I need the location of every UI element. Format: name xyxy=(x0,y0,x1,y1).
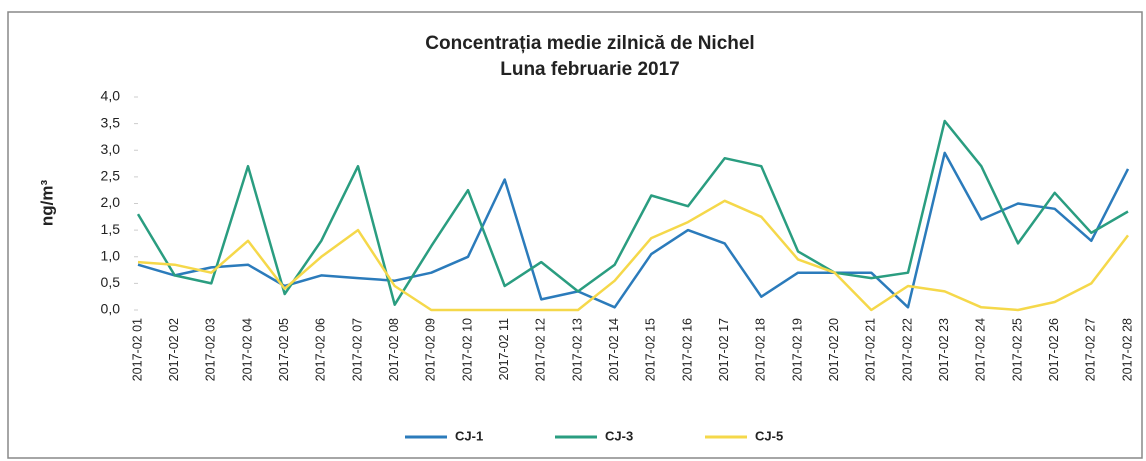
legend-label: CJ-1 xyxy=(455,428,483,443)
y-tick-label: 2,0 xyxy=(101,194,121,210)
x-tick-label: 2017-02 28 xyxy=(1120,318,1134,381)
x-tick-label: 2017-02 04 xyxy=(240,318,254,381)
x-tick-label: 2017-02 22 xyxy=(900,318,914,381)
x-tick-label: 2017-02 05 xyxy=(277,318,291,381)
x-tick-label: 2017-02 16 xyxy=(680,318,694,381)
x-tick-label: 2017-02 03 xyxy=(204,318,218,381)
chart-title: Concentrația medie zilnică de Nichel xyxy=(425,33,754,54)
x-tick-label: 2017-02 02 xyxy=(167,318,181,381)
x-tick-label: 2017-02 27 xyxy=(1084,318,1098,381)
x-tick-label: 2017-02 13 xyxy=(570,318,584,381)
y-tick-label: 3,0 xyxy=(101,141,121,157)
x-tick-label: 2017-02 07 xyxy=(350,318,364,381)
x-tick-label: 2017-02 11 xyxy=(497,318,511,380)
line-series xyxy=(137,151,1130,309)
y-axis-label: ng/m³ xyxy=(37,180,56,227)
x-tick-label: 2017-02 09 xyxy=(424,318,438,381)
x-tick-label: 2017-02 15 xyxy=(644,318,658,381)
x-tick-label: 2017-02 18 xyxy=(754,318,768,381)
y-tick-label: 1,0 xyxy=(101,247,121,263)
x-tick-label: 2017-02 17 xyxy=(717,318,731,381)
x-tick-label: 2017-02 23 xyxy=(937,318,951,381)
x-tick-label: 2017-02 24 xyxy=(974,318,988,381)
x-tick-label: 2017-02 06 xyxy=(314,318,328,381)
y-tick-label: 3,5 xyxy=(101,114,121,130)
x-tick-label: 2017-02 26 xyxy=(1047,318,1061,381)
y-tick-label: 0,5 xyxy=(101,274,121,290)
x-tick-label: 2017-02 25 xyxy=(1010,318,1024,381)
y-tick-label: 4,0 xyxy=(101,88,121,104)
x-tick-label: 2017-02 12 xyxy=(534,318,548,381)
chart-frame xyxy=(7,11,1143,459)
x-tick-label: 2017-02 14 xyxy=(607,318,621,381)
line-series xyxy=(137,199,1129,312)
y-tick-label: 1,5 xyxy=(101,221,121,237)
y-tick-label: 0,0 xyxy=(101,301,121,317)
x-tick-label: 2017-02 10 xyxy=(460,318,474,381)
x-tick-label: 2017-02 21 xyxy=(864,318,878,381)
x-tick-label: 2017-02 01 xyxy=(130,318,144,381)
x-tick-label: 2017-02 20 xyxy=(827,318,841,381)
legend-label: CJ-3 xyxy=(605,428,633,443)
y-tick-label: 2,5 xyxy=(101,168,121,184)
legend-label: CJ-5 xyxy=(755,428,783,443)
x-tick-label: 2017-02 08 xyxy=(387,318,401,381)
x-tick-label: 2017-02 19 xyxy=(790,318,804,381)
chart-subtitle: Luna februarie 2017 xyxy=(500,59,680,80)
line-series xyxy=(136,119,1129,306)
